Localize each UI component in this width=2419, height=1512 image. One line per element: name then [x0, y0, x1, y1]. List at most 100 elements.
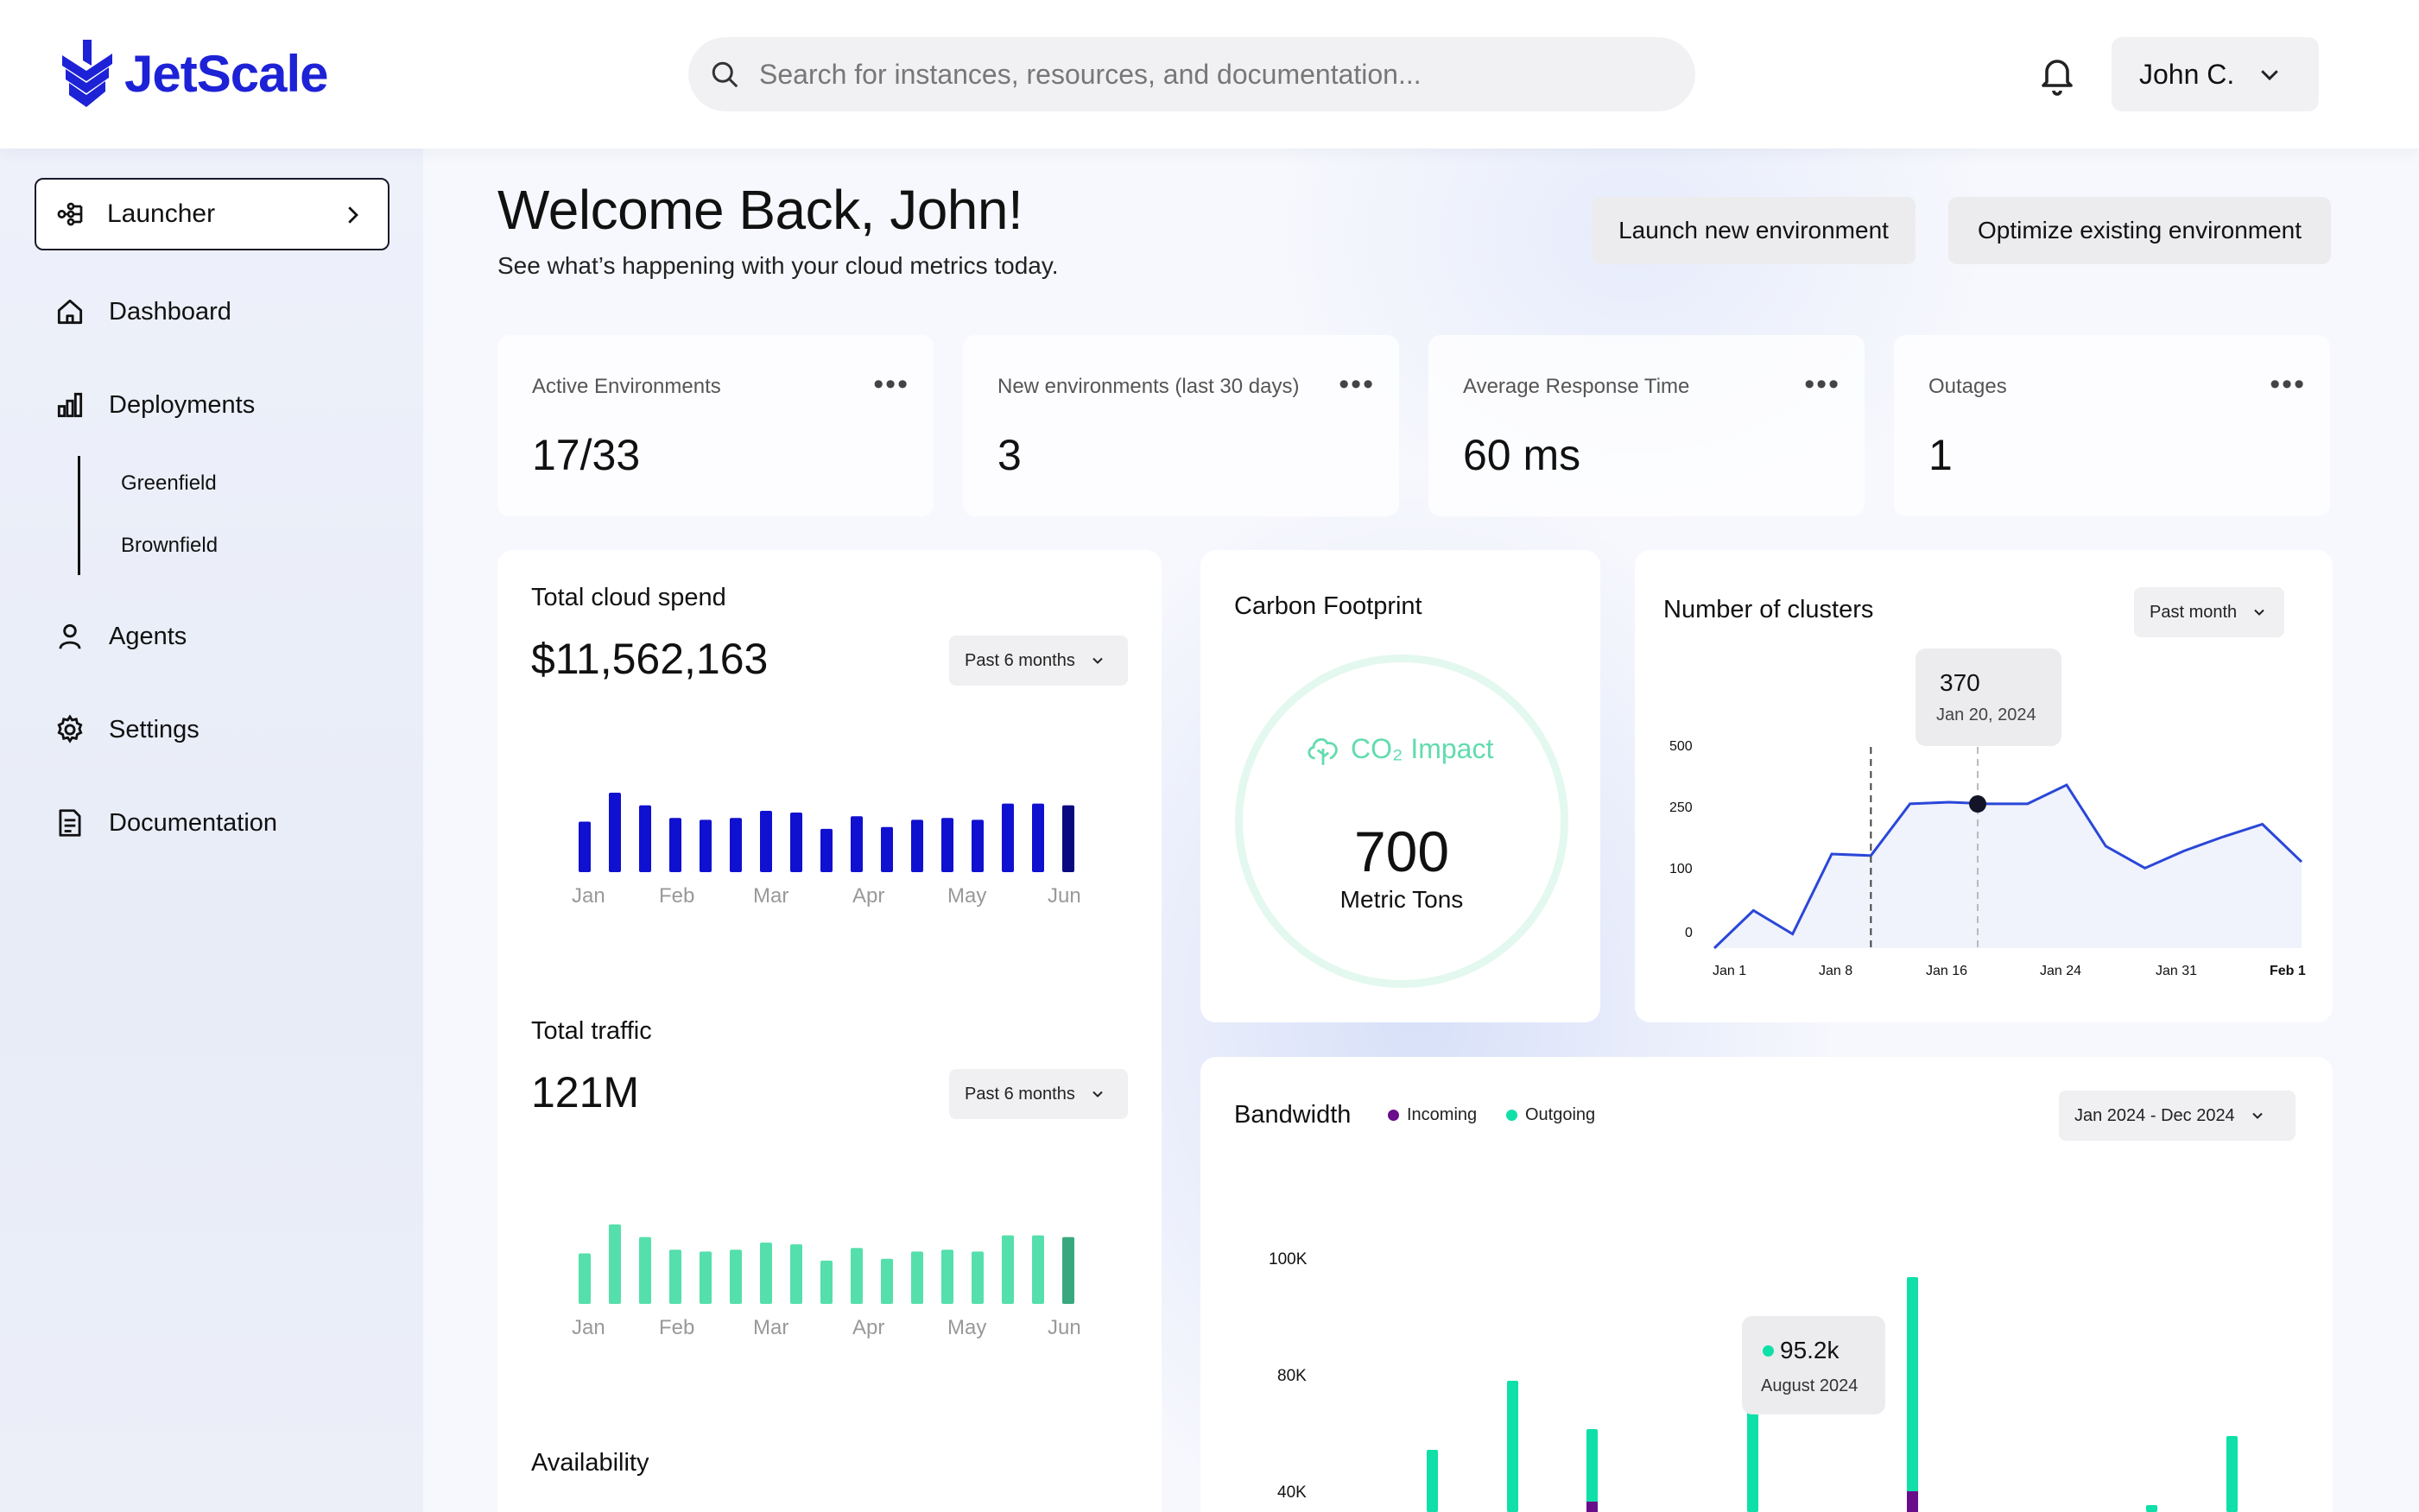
incoming-bar[interactable] [1586, 1502, 1598, 1512]
chevron-down-icon [2254, 609, 2264, 616]
outgoing-bar[interactable] [1907, 1277, 1918, 1512]
bandwidth-range-select[interactable]: Jan 2024 - Dec 2024 [2059, 1091, 2296, 1141]
outgoing-bar[interactable] [2146, 1505, 2157, 1512]
notification-bell-icon[interactable] [2036, 54, 2078, 97]
more-options-icon[interactable]: ••• [1339, 368, 1375, 401]
chevron-down-icon [1092, 1091, 1103, 1098]
sidebar-item-agents[interactable]: Agents [54, 620, 187, 653]
bar[interactable] [881, 1258, 893, 1304]
bar[interactable] [730, 1249, 742, 1304]
bar[interactable] [972, 1251, 984, 1304]
more-options-icon[interactable]: ••• [1804, 368, 1840, 401]
carbon-title: Carbon Footprint [1234, 592, 1422, 620]
bar[interactable] [1032, 1235, 1044, 1304]
bar[interactable] [941, 818, 953, 872]
bar[interactable] [1062, 1237, 1074, 1304]
sidebar-item-dashboard[interactable]: Dashboard [54, 295, 231, 328]
bar[interactable] [851, 1248, 863, 1304]
stat-value: 17/33 [532, 431, 641, 479]
bandwidth-title: Bandwidth [1234, 1101, 1352, 1129]
more-options-icon[interactable]: ••• [2270, 368, 2306, 401]
incoming-bar[interactable] [1907, 1491, 1918, 1512]
bar[interactable] [639, 805, 651, 872]
bar[interactable] [911, 819, 923, 872]
stat-card-response-time: Average Response Time ••• 60 ms [1428, 335, 1865, 516]
gear-icon [57, 714, 83, 743]
clusters-title: Number of clusters [1663, 596, 1874, 623]
month-label: Apr [852, 1316, 885, 1339]
month-label: Jan [572, 1316, 605, 1339]
search-bar[interactable] [688, 37, 1695, 111]
bar[interactable] [579, 821, 591, 872]
bar[interactable] [579, 1253, 591, 1304]
bar[interactable] [639, 1237, 651, 1304]
logo[interactable]: JetScale [57, 36, 329, 111]
bar[interactable] [669, 1249, 681, 1304]
outgoing-bar[interactable] [2226, 1436, 2238, 1512]
sidebar-subitem-greenfield[interactable]: Greenfield [121, 471, 217, 495]
user-menu-button[interactable]: John C. [2112, 37, 2319, 111]
tooltip-value: 95.2k [1780, 1337, 1840, 1363]
bar[interactable] [1002, 1235, 1014, 1304]
month-label: Mar [753, 1316, 789, 1339]
bandwidth-tooltip: 95.2k August 2024 [1742, 1316, 1885, 1414]
outgoing-bar[interactable] [1427, 1450, 1438, 1512]
bar[interactable] [609, 1224, 621, 1304]
bandwidth-bar-chart [1427, 1277, 2238, 1512]
legend-label: Outgoing [1525, 1105, 1596, 1124]
month-label: Jan [572, 884, 605, 908]
bar[interactable] [851, 816, 863, 872]
cloud-spend-range-select[interactable]: Past 6 months [949, 636, 1128, 686]
sidebar-item-settings[interactable]: Settings [54, 713, 199, 746]
stat-label: Average Response Time [1463, 375, 1690, 398]
bar[interactable] [1032, 803, 1044, 872]
logo-text: JetScale [124, 44, 329, 103]
month-label: Jun [1048, 1316, 1081, 1339]
clusters-range-select[interactable]: Past month [2134, 587, 2284, 637]
clusters-tooltip: 370 Jan 20, 2024 [1916, 648, 2061, 746]
bar[interactable] [790, 813, 802, 872]
launcher-button[interactable]: Launcher [35, 178, 389, 250]
bar[interactable] [941, 1249, 953, 1304]
availability-title: Availability [531, 1449, 649, 1477]
month-label: Feb [659, 884, 695, 908]
legend-incoming: Incoming [1388, 1105, 1477, 1125]
jetscale-logo-icon [62, 40, 112, 107]
bar[interactable] [760, 810, 772, 872]
bar[interactable] [760, 1242, 772, 1304]
bar[interactable] [700, 819, 712, 872]
submenu-line [78, 456, 80, 575]
sidebar-item-deployments[interactable]: Deployments [54, 389, 255, 421]
more-options-icon[interactable]: ••• [873, 368, 909, 401]
bar[interactable] [609, 793, 621, 872]
highlight-point[interactable] [1969, 795, 1986, 813]
outgoing-bar[interactable] [1747, 1388, 1758, 1512]
sidebar-item-label: Documentation [109, 808, 278, 837]
bar[interactable] [1062, 805, 1074, 872]
bar[interactable] [972, 819, 984, 872]
traffic-value: 121M [531, 1068, 640, 1117]
bar[interactable] [700, 1251, 712, 1304]
bar[interactable] [911, 1251, 923, 1304]
optimize-environment-button[interactable]: Optimize existing environment [1948, 197, 2331, 264]
search-input[interactable] [759, 58, 1657, 91]
series-line [1713, 783, 2303, 950]
x-tick-label: Feb 1 [2270, 964, 2306, 978]
traffic-range-select[interactable]: Past 6 months [949, 1069, 1128, 1119]
bar[interactable] [820, 1260, 833, 1304]
sidebar-item-documentation[interactable]: Documentation [54, 807, 277, 839]
sidebar-subitem-brownfield[interactable]: Brownfield [121, 534, 218, 557]
bar[interactable] [669, 818, 681, 872]
bar[interactable] [881, 826, 893, 872]
bar[interactable] [790, 1244, 802, 1304]
bar[interactable] [820, 828, 833, 872]
outgoing-bar[interactable] [1586, 1429, 1598, 1512]
co2-impact-label: CO₂ Impact [1351, 732, 1494, 764]
launch-environment-button[interactable]: Launch new environment [1592, 197, 1916, 264]
outgoing-dot [1506, 1110, 1517, 1121]
bar[interactable] [1002, 803, 1014, 872]
stat-card-new-environments: New environments (last 30 days) ••• 3 [963, 335, 1399, 516]
bar[interactable] [730, 818, 742, 872]
outgoing-bar[interactable] [1507, 1381, 1518, 1512]
stat-value: 1 [1928, 431, 1953, 479]
